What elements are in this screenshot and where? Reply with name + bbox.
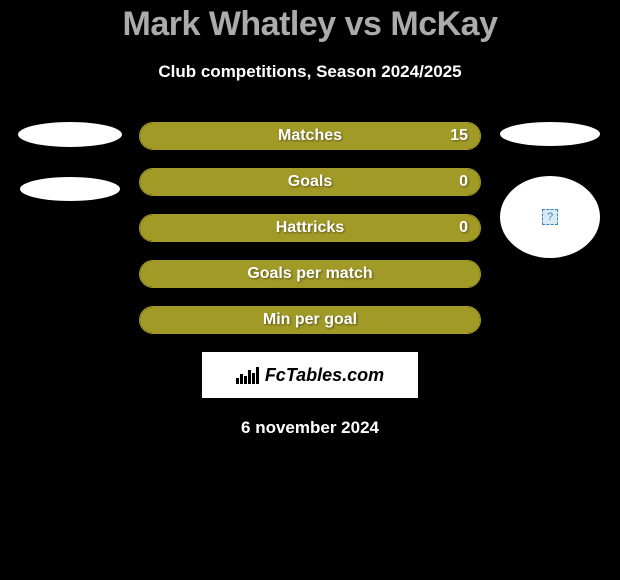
stat-value-right: 0 [459,219,468,237]
right-player-avatar: ? [500,176,600,258]
stat-label: Hattricks [276,219,344,237]
main-row: Matches 15 Goals 0 Hattricks 0 Goals per… [0,122,620,334]
stat-bar-goals-per-match: Goals per match [139,260,481,288]
stats-column: Matches 15 Goals 0 Hattricks 0 Goals per… [139,122,481,334]
stat-bar-min-per-goal: Min per goal [139,306,481,334]
left-player-shape-2 [20,177,120,201]
right-player-col: ? [485,122,615,258]
stat-bar-goals: Goals 0 [139,168,481,196]
stat-bar-matches: Matches 15 [139,122,481,150]
stat-label: Matches [278,127,342,145]
stat-value-right: 0 [459,173,468,191]
subtitle: Club competitions, Season 2024/2025 [158,62,461,82]
comparison-card: Mark Whatley vs McKay Club competitions,… [0,0,620,438]
stat-value-right: 15 [450,127,468,145]
left-player-col [5,122,135,201]
page-title: Mark Whatley vs McKay [123,5,498,44]
stat-bar-hattricks: Hattricks 0 [139,214,481,242]
broken-image-icon: ? [542,209,558,225]
right-player-shape-1 [500,122,600,146]
date-line: 6 november 2024 [241,418,379,438]
stat-label: Goals [288,173,332,191]
brand-chart-icon [236,367,259,384]
stat-label: Goals per match [247,265,372,283]
brand-box[interactable]: FcTables.com [202,352,418,398]
stat-label: Min per goal [263,311,357,329]
brand-text: FcTables.com [265,365,384,386]
left-player-shape-1 [18,122,122,147]
